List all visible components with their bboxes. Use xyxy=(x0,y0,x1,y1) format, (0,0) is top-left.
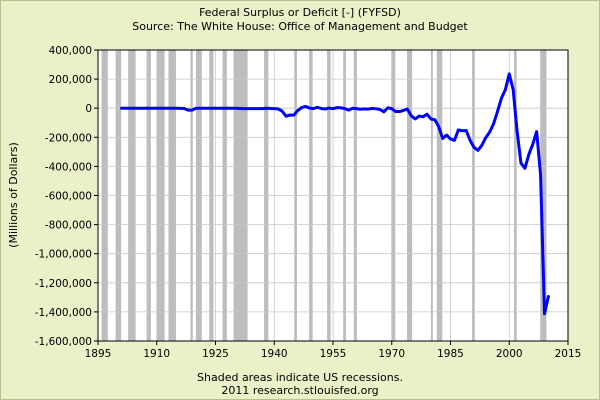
x-tick-label: 1955 xyxy=(320,348,347,360)
x-tick-label: 1970 xyxy=(378,348,405,360)
source-credit: 2011 research.stlouisfed.org xyxy=(221,384,379,397)
y-tick-label: -200,000 xyxy=(45,132,92,144)
series-line xyxy=(120,72,550,316)
y-axis-label: (Millions of Dollars) xyxy=(7,142,20,248)
y-tick-label: 0 xyxy=(85,103,92,115)
y-tick-label: -1,400,000 xyxy=(35,307,92,319)
y-tick-label: 200,000 xyxy=(49,74,92,86)
y-tick-label: -1,000,000 xyxy=(35,249,92,261)
x-tick-label: 1925 xyxy=(202,348,229,360)
y-tick-label: -1,600,000 xyxy=(35,336,92,348)
x-tick-label: 2015 xyxy=(555,348,582,360)
chart-title: Federal Surplus or Deficit [-] (FYFSD) xyxy=(199,6,401,19)
y-tick-label: -800,000 xyxy=(45,220,92,232)
chart-subtitle: Source: The White House: Office of Manag… xyxy=(132,20,468,33)
plot-border xyxy=(97,49,569,342)
y-tick-label: -600,000 xyxy=(45,191,92,203)
recession-note: Shaded areas indicate US recessions. xyxy=(197,371,403,384)
x-axis: 1895 1910 1925 1940 1955 1970 1985 2000 2015 xyxy=(85,341,582,360)
y-tick-label: -400,000 xyxy=(45,161,92,173)
y-tick-label: -1,200,000 xyxy=(35,278,92,290)
y-tick-label: 400,000 xyxy=(49,45,92,57)
series-layer xyxy=(120,72,550,316)
y-axis: 400,000 200,000 0 -200,000 -400,000 -600,000 -… xyxy=(35,45,98,348)
x-tick-label: 1985 xyxy=(437,348,464,360)
x-tick-label: 1910 xyxy=(143,348,170,360)
x-tick-label: 2000 xyxy=(496,348,523,360)
x-tick-label: 1895 xyxy=(85,348,112,360)
x-tick-label: 1940 xyxy=(261,348,288,360)
